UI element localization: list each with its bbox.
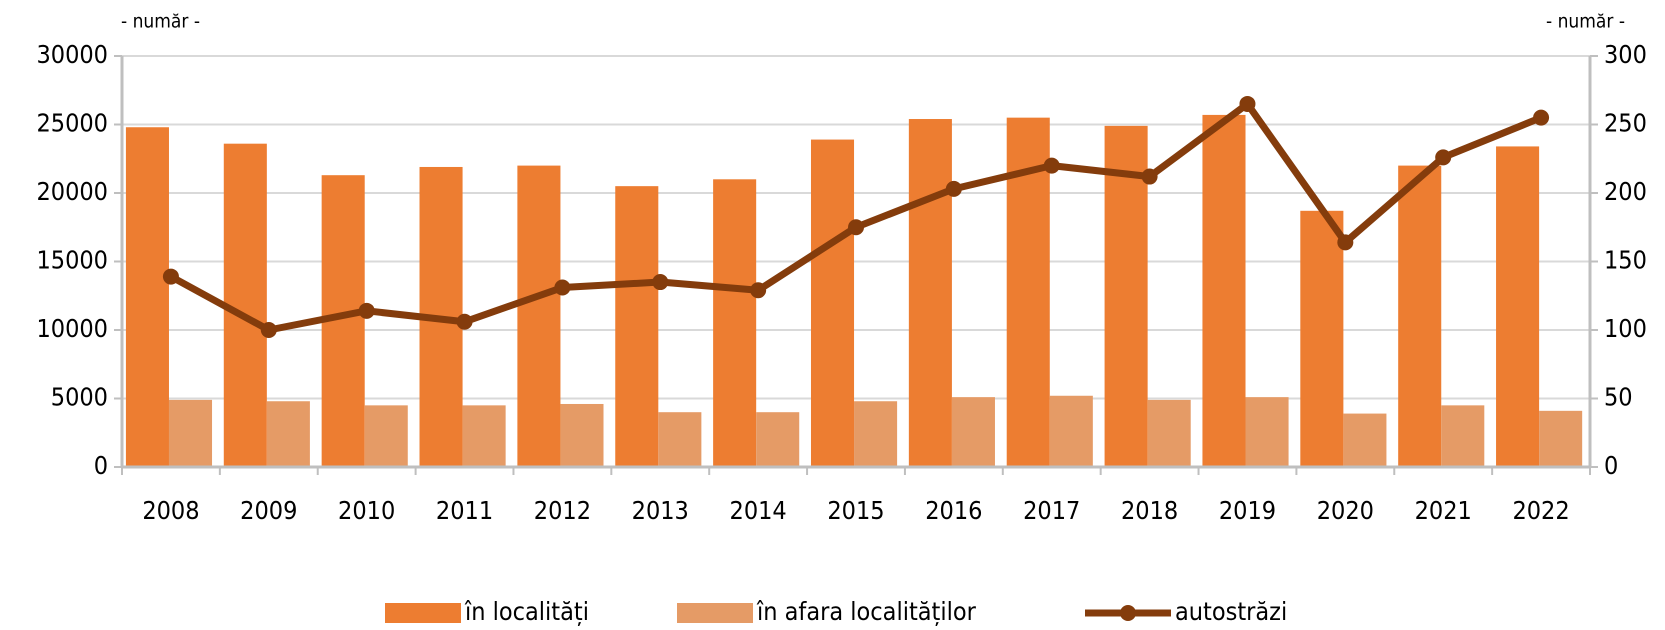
- x-tick-label: 2019: [1219, 496, 1276, 525]
- bar: [1441, 405, 1485, 467]
- bar: [223, 143, 267, 467]
- y-tick-label: 5000: [51, 383, 108, 412]
- bar: [854, 401, 898, 467]
- y2-tick-label: 0: [1604, 451, 1618, 480]
- bar: [1539, 410, 1583, 467]
- legend-swatch: [677, 603, 753, 623]
- bar: [615, 186, 659, 467]
- bar: [560, 403, 604, 467]
- bar: [658, 412, 702, 467]
- y2-axis-label: - număr -: [1546, 11, 1625, 33]
- x-tick-label: 2020: [1317, 496, 1374, 525]
- line-marker: [1533, 109, 1550, 126]
- bar: [517, 165, 561, 467]
- y2-tick-label: 150: [1604, 246, 1647, 275]
- bar: [756, 412, 800, 467]
- bar: [462, 405, 506, 467]
- line-marker: [260, 322, 277, 338]
- line-marker: [456, 313, 473, 330]
- legend-swatch: [385, 603, 461, 623]
- bar: [168, 399, 213, 467]
- line-marker: [652, 274, 669, 291]
- y-tick-label: 15000: [36, 246, 108, 275]
- y-tick-label: 10000: [36, 314, 108, 343]
- x-tick-label: 2010: [338, 496, 395, 525]
- y-tick-label: 20000: [36, 177, 108, 206]
- line-marker: [1043, 157, 1060, 174]
- bar: [1245, 397, 1289, 467]
- legend-label: autostrăzi: [1175, 597, 1287, 626]
- y-tick-label: 25000: [36, 109, 108, 138]
- bar: [1300, 210, 1344, 467]
- line-marker: [358, 302, 375, 319]
- x-tick-label: 2016: [925, 496, 982, 525]
- bar: [1049, 395, 1093, 467]
- line-marker: [1239, 95, 1256, 112]
- x-tick-label: 2008: [142, 496, 199, 525]
- y-tick-label: 30000: [36, 40, 108, 69]
- line-marker: [1141, 168, 1158, 185]
- bar: [1202, 114, 1246, 467]
- line-marker: [554, 279, 571, 296]
- bar: [1398, 165, 1442, 467]
- legend-swatch: [1120, 605, 1136, 621]
- x-tick-label: 2015: [827, 496, 884, 525]
- bar: [713, 179, 757, 468]
- legend-label: în localități: [464, 597, 589, 626]
- line-marker: [945, 180, 962, 197]
- line-marker: [1337, 234, 1354, 251]
- y2-tick-label: 50: [1604, 383, 1633, 412]
- y-axis-label: - număr -: [121, 11, 200, 33]
- x-tick-label: 2022: [1512, 496, 1569, 525]
- bar: [364, 405, 408, 467]
- y2-tick-label: 200: [1604, 177, 1647, 206]
- bar: [908, 119, 952, 468]
- bar: [1104, 125, 1148, 468]
- bar: [1343, 413, 1387, 467]
- line-marker: [1435, 149, 1452, 166]
- bar: [1147, 399, 1191, 467]
- x-tick-label: 2011: [436, 496, 493, 525]
- x-tick-label: 2017: [1023, 496, 1080, 525]
- x-tick-label: 2021: [1415, 496, 1472, 525]
- y2-tick-label: 300: [1604, 40, 1647, 69]
- bar: [125, 127, 169, 468]
- bar: [1496, 146, 1540, 468]
- bar: [266, 401, 310, 467]
- bar: [951, 397, 995, 467]
- y-tick-label: 0: [94, 451, 108, 480]
- line-marker: [848, 219, 864, 236]
- bar: [810, 139, 855, 467]
- line-marker: [750, 282, 767, 299]
- x-tick-label: 2014: [730, 496, 787, 525]
- legend-label: în afara localităților: [756, 597, 977, 626]
- x-tick-label: 2013: [632, 496, 689, 525]
- y2-tick-label: 250: [1604, 109, 1647, 138]
- x-tick-label: 2018: [1121, 496, 1178, 525]
- x-tick-label: 2012: [534, 496, 591, 525]
- line-marker: [162, 268, 179, 285]
- y2-tick-label: 100: [1604, 314, 1647, 343]
- x-tick-label: 2009: [240, 496, 297, 525]
